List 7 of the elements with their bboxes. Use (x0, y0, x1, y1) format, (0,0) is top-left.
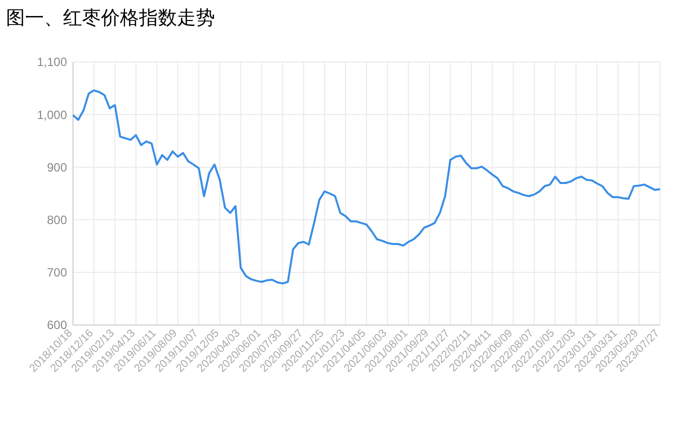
y-tick-label: 900 (46, 160, 68, 174)
y-tick-label: 800 (46, 213, 68, 227)
line-series (72, 89, 661, 284)
y-tick-label: 1,000 (36, 108, 68, 122)
y-tick-label: 700 (46, 266, 68, 280)
y-tick-label: 1,100 (36, 55, 68, 70)
chart-title: 图一、红枣价格指数走势 (6, 8, 215, 29)
